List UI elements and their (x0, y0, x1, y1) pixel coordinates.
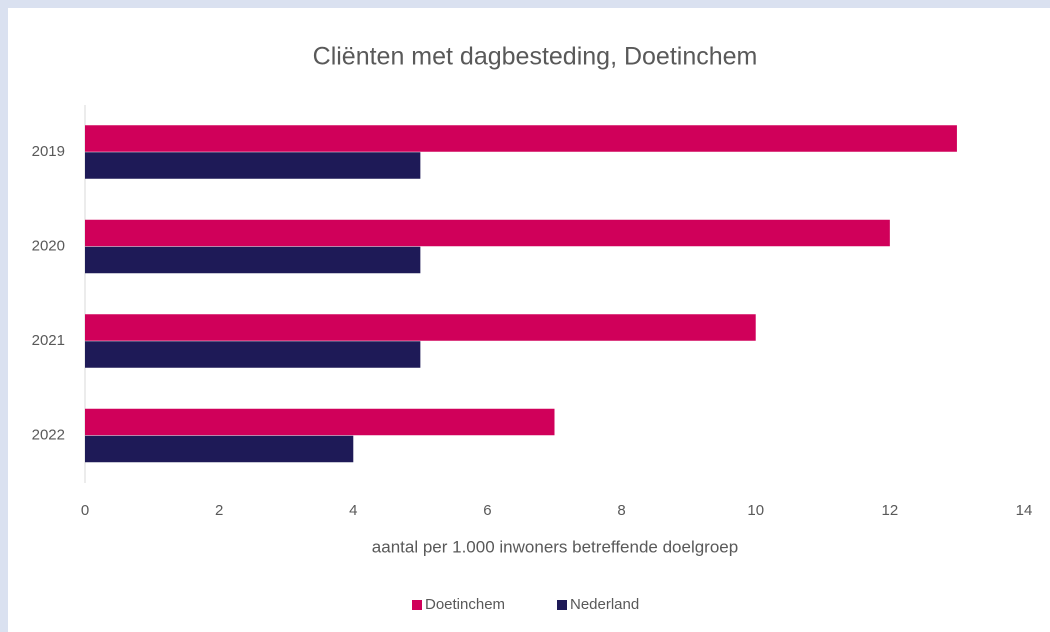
x-tick-label: 0 (81, 502, 89, 519)
y-tick-label: 2021 (32, 332, 65, 349)
x-axis-label: aantal per 1.000 inwoners betreffende do… (372, 537, 738, 556)
y-tick-label: 2019 (32, 143, 65, 160)
legend-swatch (557, 600, 567, 610)
legend-label: Doetinchem (425, 596, 505, 613)
bar (85, 219, 890, 247)
legend-swatch (412, 600, 422, 610)
legend-label: Nederland (570, 596, 639, 613)
x-tick-label: 14 (1016, 502, 1033, 519)
bar (85, 341, 421, 368)
x-tick-label: 12 (882, 502, 899, 519)
bar (85, 246, 421, 274)
bar (85, 435, 354, 463)
x-tick-label: 4 (349, 502, 357, 519)
bar (85, 152, 421, 179)
x-tick-label: 2 (215, 502, 223, 519)
x-tick-label: 10 (747, 502, 764, 519)
x-tick-label: 8 (617, 502, 625, 519)
bar (85, 314, 756, 341)
chart-title: Cliënten met dagbesteding, Doetinchem (313, 43, 758, 71)
x-tick-label: 6 (483, 502, 491, 519)
y-tick-label: 2020 (32, 238, 65, 255)
bar (85, 125, 957, 152)
bar (85, 408, 555, 436)
y-tick-label: 2022 (32, 427, 65, 444)
